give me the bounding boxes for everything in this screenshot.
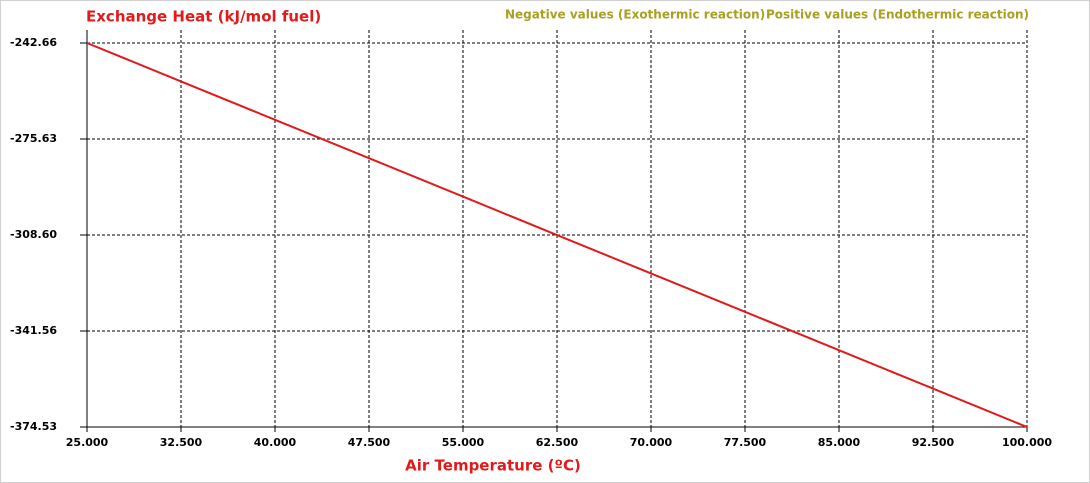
y-tick-label: -308.60 [10,228,57,241]
y-tick-label: -242.66 [10,36,57,49]
y-tick-label: -275.63 [10,132,57,145]
x-tick-label: 47.500 [348,436,391,449]
data-line [86,42,1028,428]
x-tick-label: 77.500 [724,436,767,449]
x-tick-label: 70.000 [630,436,673,449]
x-tick-label: 85.000 [818,436,861,449]
x-tick-label: 62.500 [536,436,579,449]
x-tick-label: 25.000 [66,436,109,449]
annotation: Positive values (Endothermic reaction) [766,8,1029,22]
x-axis-title: Air Temperature (ºC) [405,457,581,475]
chart-title: Exchange Heat (kJ/mol fuel) [86,8,321,26]
y-tick-label: -341.56 [10,324,57,337]
x-tick-label: 32.500 [160,436,203,449]
x-tick-label: 55.000 [442,436,485,449]
y-tick-label: -374.53 [10,420,57,433]
x-tick-label: 100.000 [1002,436,1052,449]
x-tick-label: 92.500 [912,436,955,449]
annotation: Negative values (Exothermic reaction) [505,8,765,22]
x-tick-label: 40.000 [254,436,297,449]
